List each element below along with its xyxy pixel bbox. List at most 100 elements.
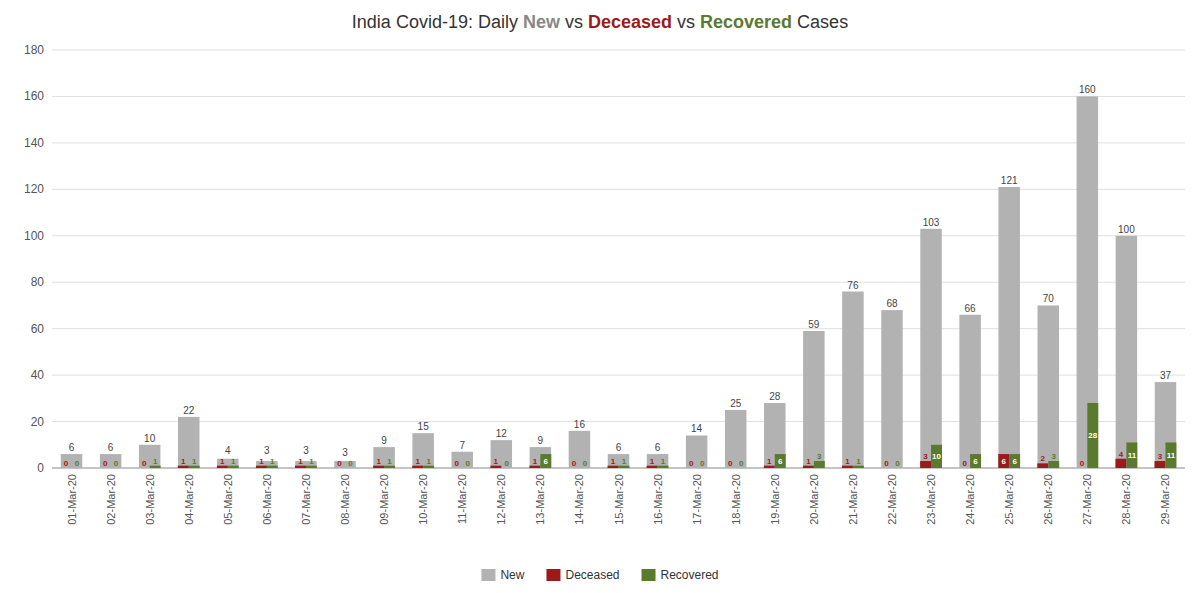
data-label: 6 xyxy=(616,442,622,453)
data-label: 0 xyxy=(895,459,900,468)
x-tick-label: 21-Mar-20 xyxy=(847,474,859,525)
data-label: 0 xyxy=(114,459,119,468)
data-label: 70 xyxy=(1043,293,1055,304)
bar xyxy=(150,466,161,468)
bar xyxy=(1048,461,1059,468)
data-label: 1 xyxy=(387,457,392,466)
bar xyxy=(853,466,864,468)
bar xyxy=(658,466,669,468)
data-label: 1 xyxy=(494,457,499,466)
legend-item: Recovered xyxy=(642,568,719,582)
legend-swatch xyxy=(642,569,656,581)
data-label: 0 xyxy=(689,459,694,468)
bar xyxy=(1077,96,1098,468)
bar xyxy=(1165,442,1176,468)
data-label: 6 xyxy=(1001,457,1006,466)
bar xyxy=(540,454,551,468)
data-label: 9 xyxy=(381,435,387,446)
data-label: 160 xyxy=(1079,84,1096,95)
bar xyxy=(569,431,590,468)
bar xyxy=(803,466,814,468)
data-label: 28 xyxy=(1088,431,1097,440)
data-label: 1 xyxy=(806,457,811,466)
legend-label: New xyxy=(500,568,524,582)
bar xyxy=(1009,454,1020,468)
data-label: 6 xyxy=(1012,457,1017,466)
data-label: 103 xyxy=(923,217,940,228)
bar xyxy=(970,454,981,468)
x-tick-label: 23-Mar-20 xyxy=(925,474,937,525)
data-label: 22 xyxy=(183,405,195,416)
data-label: 1 xyxy=(181,457,186,466)
bar xyxy=(306,466,317,468)
bar xyxy=(842,292,863,468)
x-tick-label: 25-Mar-20 xyxy=(1003,474,1015,525)
data-label: 1 xyxy=(259,457,264,466)
data-label: 0 xyxy=(75,459,80,468)
x-tick-label: 06-Mar-20 xyxy=(261,474,273,525)
data-label: 0 xyxy=(728,459,733,468)
bar xyxy=(61,454,82,468)
data-label: 0 xyxy=(739,459,744,468)
title-part: vs xyxy=(672,12,700,32)
x-tick-label: 08-Mar-20 xyxy=(339,474,351,525)
bar xyxy=(228,466,239,468)
data-label: 1 xyxy=(611,457,616,466)
x-tick-label: 01-Mar-20 xyxy=(66,474,78,525)
bar xyxy=(920,229,941,468)
y-tick-label: 60 xyxy=(31,322,45,336)
bar xyxy=(764,403,785,468)
x-tick-label: 17-Mar-20 xyxy=(691,474,703,525)
y-tick-label: 20 xyxy=(31,415,45,429)
bar xyxy=(530,447,551,468)
x-tick-label: 26-Mar-20 xyxy=(1042,474,1054,525)
data-label: 1 xyxy=(622,457,627,466)
data-label: 3 xyxy=(1158,452,1163,461)
data-label: 6 xyxy=(655,442,661,453)
data-label: 3 xyxy=(342,447,348,458)
data-label: 1 xyxy=(661,457,666,466)
data-label: 6 xyxy=(778,457,783,466)
grid-line xyxy=(52,96,1185,97)
bar xyxy=(725,410,746,468)
bar xyxy=(1115,459,1126,468)
x-axis: 01-Mar-2002-Mar-2003-Mar-2004-Mar-2005-M… xyxy=(66,474,1172,525)
x-tick-label: 18-Mar-20 xyxy=(730,474,742,525)
data-label: 66 xyxy=(965,303,977,314)
x-tick-label: 22-Mar-20 xyxy=(886,474,898,525)
data-label: 1 xyxy=(415,457,420,466)
grid-line xyxy=(52,142,1185,143)
data-label: 6 xyxy=(108,442,114,453)
x-tick-label: 10-Mar-20 xyxy=(417,474,429,525)
bar xyxy=(647,454,668,468)
bar xyxy=(217,466,228,468)
data-label: 1 xyxy=(856,457,861,466)
bar xyxy=(647,466,658,468)
x-tick-label: 27-Mar-20 xyxy=(1081,474,1093,525)
bar xyxy=(295,466,306,468)
bar xyxy=(412,433,433,468)
bar xyxy=(619,466,630,468)
x-tick-label: 04-Mar-20 xyxy=(183,474,195,525)
data-label: 1 xyxy=(650,457,655,466)
data-label: 4 xyxy=(225,445,231,456)
data-label: 10 xyxy=(932,452,941,461)
bar xyxy=(384,466,395,468)
bar xyxy=(451,452,472,468)
x-tick-label: 12-Mar-20 xyxy=(495,474,507,525)
data-label: 0 xyxy=(348,459,353,468)
bar xyxy=(178,466,189,468)
x-tick-label: 02-Mar-20 xyxy=(105,474,117,525)
bar xyxy=(178,417,199,468)
x-tick-label: 14-Mar-20 xyxy=(573,474,585,525)
bar xyxy=(775,454,786,468)
bar xyxy=(1038,305,1059,468)
data-label: 2 xyxy=(1041,454,1046,463)
data-label: 0 xyxy=(64,459,69,468)
data-label: 1 xyxy=(376,457,381,466)
data-label: 15 xyxy=(418,421,430,432)
y-tick-label: 40 xyxy=(31,368,45,382)
legend-item: Deceased xyxy=(546,568,619,582)
data-label: 3 xyxy=(1052,452,1057,461)
data-label: 0 xyxy=(884,459,889,468)
